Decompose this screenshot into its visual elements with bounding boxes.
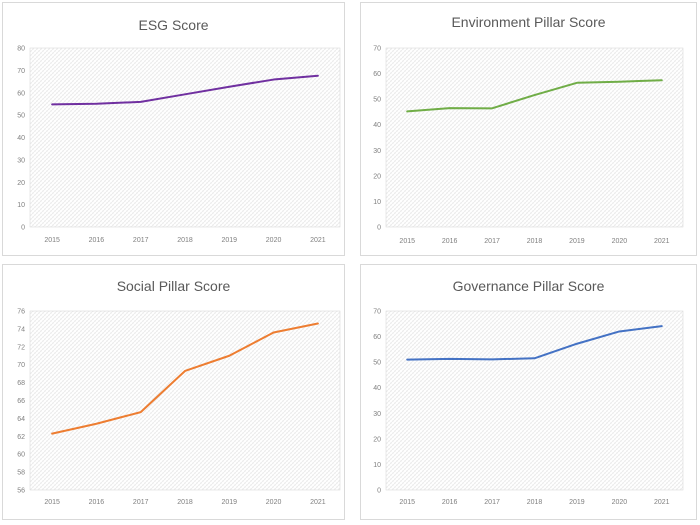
governance-pillar-score-chart: Governance Pillar Score 0 10 20 30 40 50 60 70 20… (360, 264, 697, 520)
x-tick-label: 2021 (654, 499, 670, 506)
y-tick-label: 10 (17, 202, 25, 209)
chart-svg: Social Pillar Score 56 58 60 62 64 66 68 70 72 74 7… (17, 278, 341, 506)
y-tick-label: 20 (373, 173, 381, 180)
y-tick-label: 50 (373, 360, 381, 367)
x-tick-label: 2017 (133, 499, 149, 506)
chart-svg: Environment Pillar Score 0 10 20 30 40 50 60 70 2… (373, 14, 684, 245)
plot-area (385, 47, 684, 228)
plot-area (29, 47, 341, 228)
x-tick-label: 2018 (527, 499, 543, 506)
x-tick-label: 2017 (484, 499, 500, 506)
x-tick-label: 2017 (133, 237, 149, 244)
y-tick-label: 60 (17, 90, 25, 97)
y-tick-label: 72 (17, 344, 25, 351)
series-line (51, 322, 319, 435)
series-line (51, 74, 319, 106)
chart-title: Social Pillar Score (117, 278, 231, 294)
social-pillar-score-chart: Social Pillar Score 56 58 60 62 64 66 68 70 72 74 7… (2, 264, 345, 520)
x-tick-label: 2015 (399, 499, 415, 506)
x-tick-label: 2017 (484, 238, 500, 245)
plot-area (29, 310, 341, 491)
y-tick-label: 0 (21, 225, 25, 232)
x-tick-label: 2019 (569, 499, 585, 506)
y-tick-label: 10 (373, 462, 381, 469)
y-tick-label: 80 (17, 46, 25, 53)
y-tick-label: 60 (373, 334, 381, 341)
x-tick-label: 2019 (569, 238, 585, 245)
y-tick-label: 30 (373, 148, 381, 155)
x-tick-label: 2018 (177, 499, 193, 506)
x-tick-label: 2015 (44, 499, 60, 506)
x-tick-label: 2019 (221, 499, 237, 506)
x-tick-label: 2021 (654, 238, 670, 245)
chart-title: Environment Pillar Score (451, 14, 605, 30)
y-tick-label: 70 (17, 362, 25, 369)
plot-area (385, 310, 684, 491)
chart-svg: Governance Pillar Score 0 10 20 30 40 50 60 70 20… (373, 278, 684, 506)
x-tick-label: 2015 (399, 238, 415, 245)
y-tick-label: 70 (373, 309, 381, 316)
y-tick-label: 68 (17, 380, 25, 387)
x-tick-label: 2016 (89, 237, 105, 244)
y-tick-label: 50 (17, 113, 25, 120)
y-tick-label: 10 (373, 199, 381, 206)
environment-pillar-score-chart: Environment Pillar Score 0 10 20 30 40 50 60 70 2… (360, 2, 697, 256)
x-tick-label: 2020 (612, 238, 628, 245)
y-tick-label: 76 (17, 309, 25, 316)
y-tick-label: 30 (17, 157, 25, 164)
y-tick-label: 64 (17, 416, 25, 423)
y-tick-label: 40 (373, 385, 381, 392)
x-tick-label: 2020 (266, 499, 282, 506)
y-tick-label: 56 (17, 488, 25, 495)
y-tick-label: 58 (17, 470, 25, 477)
x-tick-label: 2018 (527, 238, 543, 245)
x-tick-label: 2020 (266, 237, 282, 244)
y-tick-label: 40 (17, 135, 25, 142)
x-tick-label: 2018 (177, 237, 193, 244)
x-tick-label: 2016 (89, 499, 105, 506)
y-tick-label: 0 (377, 225, 381, 232)
y-tick-label: 60 (373, 71, 381, 78)
y-tick-label: 30 (373, 411, 381, 418)
x-tick-label: 2016 (442, 499, 458, 506)
x-tick-label: 2020 (612, 499, 628, 506)
chart-svg: ESG Score 0 10 20 30 40 50 60 70 80 2015 2016 2017 20… (17, 17, 341, 244)
y-tick-label: 20 (17, 180, 25, 187)
y-tick-label: 70 (373, 46, 381, 53)
x-tick-label: 2021 (310, 237, 326, 244)
y-tick-label: 60 (17, 452, 25, 459)
series-line (406, 325, 663, 361)
y-tick-label: 50 (373, 97, 381, 104)
x-tick-label: 2021 (310, 499, 326, 506)
chart-title: ESG Score (138, 17, 208, 33)
esg-score-chart: ESG Score 0 10 20 30 40 50 60 70 80 2015 2016 2017 20… (2, 2, 345, 256)
y-tick-label: 74 (17, 326, 25, 333)
x-tick-label: 2019 (221, 237, 237, 244)
chart-title: Governance Pillar Score (453, 278, 605, 294)
x-tick-label: 2016 (442, 238, 458, 245)
series-line (406, 79, 663, 113)
y-tick-label: 62 (17, 434, 25, 441)
y-tick-label: 0 (377, 488, 381, 495)
x-tick-label: 2015 (44, 237, 60, 244)
y-tick-label: 40 (373, 122, 381, 129)
y-tick-label: 20 (373, 436, 381, 443)
y-tick-label: 70 (17, 68, 25, 75)
y-tick-label: 66 (17, 398, 25, 405)
